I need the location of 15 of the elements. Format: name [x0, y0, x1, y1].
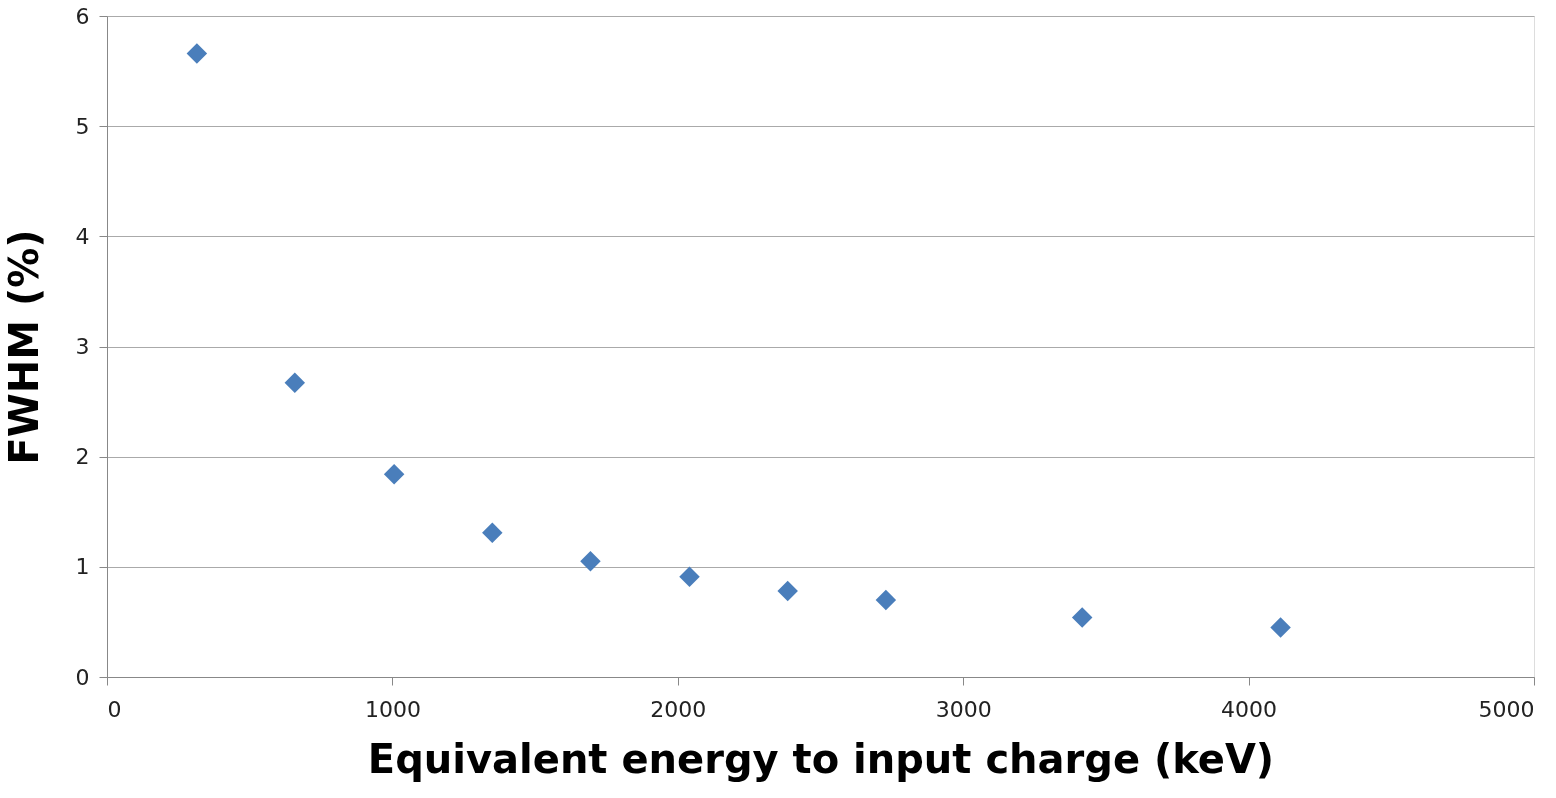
y-tick-label: 2 [75, 444, 90, 470]
x-axis-title: Equivalent energy to input charge (keV) [367, 735, 1275, 782]
x-tick-label: 3000 [935, 696, 992, 722]
x-tick-label: 5000 [1478, 696, 1535, 722]
y-tick-label: 1 [75, 554, 90, 580]
x-tick-label: 1000 [364, 696, 421, 722]
y-tick-label: 6 [75, 3, 90, 29]
x-tick-label: 4000 [1221, 696, 1278, 722]
x-tick-label: 2000 [650, 696, 707, 722]
y-tick-label: 4 [75, 223, 90, 249]
x-tick-label: 0 [107, 696, 122, 722]
y-axis-title: FWHM (%) [0, 229, 47, 465]
y-tick-label: 0 [75, 664, 90, 690]
y-tick-label: 3 [75, 334, 90, 359]
y-tick-label: 5 [75, 113, 90, 139]
